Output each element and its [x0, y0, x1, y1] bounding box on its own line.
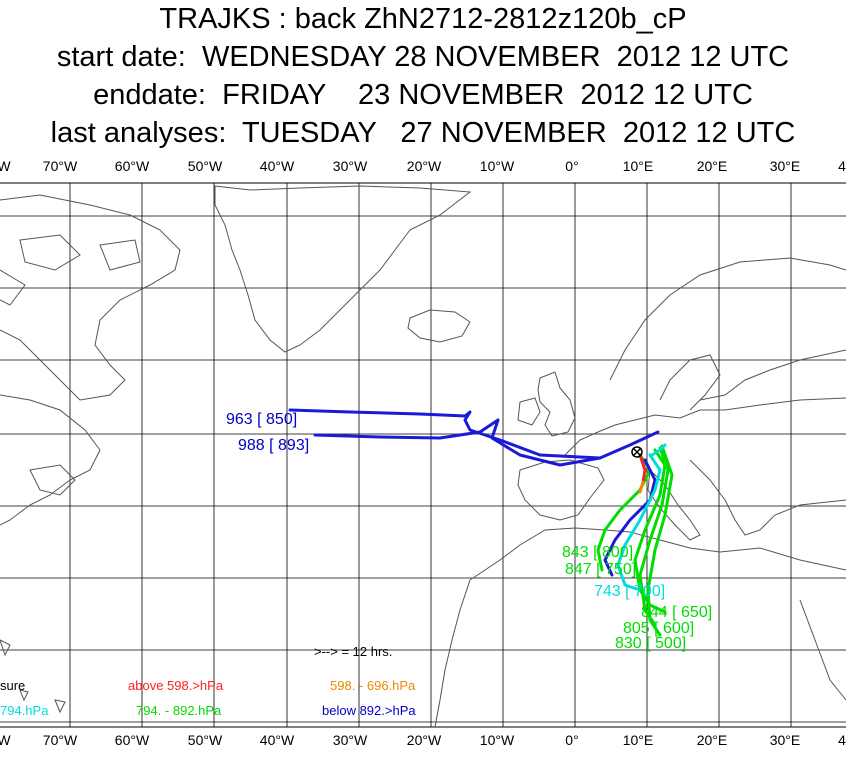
- traj-label-844: 844 [ 650]: [641, 604, 712, 621]
- legend-pressure: sure: [0, 678, 25, 693]
- scandinavia-coast: [609, 257, 846, 411]
- lon-label-bottom-12: 4: [838, 732, 846, 748]
- legend-band-green: 794. - 892.hPa: [136, 703, 222, 718]
- lon-label-bottom-2: 60°W: [115, 732, 150, 748]
- lon-label-bottom-7: 10°W: [480, 732, 515, 748]
- trajectory-cyan-segment: [650, 443, 667, 457]
- west-africa-coast: [434, 579, 471, 728]
- trajectory-above-segment: [638, 453, 647, 484]
- lon-label-top-6: 20°W: [407, 158, 442, 174]
- lon-label-bottom-5: 30°W: [333, 732, 368, 748]
- ireland-coast: [517, 397, 541, 426]
- traj-label-843: 843 [ 800]: [562, 544, 633, 561]
- lat-lon-grid: [0, 183, 846, 727]
- trajectory-labels: 963 [ 850] 988 [ 893] 843 [ 800] 847 [ 7…: [226, 411, 712, 652]
- baffin-coast: [0, 194, 181, 401]
- britain-coast: [537, 371, 576, 437]
- lon-label-top-0: W: [0, 158, 11, 174]
- trajectory-743: [616, 453, 662, 592]
- legend-below: below 892.>hPa: [322, 703, 416, 718]
- lon-label-top-9: 10°E: [623, 158, 654, 174]
- lon-label-bottom-4: 40°W: [260, 732, 295, 748]
- north-africa-coast: [469, 527, 846, 581]
- lon-label-bottom-10: 20°E: [697, 732, 728, 748]
- labrador-coast: [0, 394, 101, 526]
- greenland-coast: [214, 185, 472, 353]
- lon-label-top-3: 50°W: [188, 158, 223, 174]
- lon-label-bottom-1: 70°W: [43, 732, 78, 748]
- atlantic-islands: [0, 639, 66, 714]
- title-line-4: last analyses: TUESDAY 27 NOVEMBER 2012 …: [50, 117, 796, 149]
- lon-label-top-8: 0°: [565, 158, 578, 174]
- traj-label-963: 963 [ 850]: [226, 411, 297, 428]
- lon-label-top-2: 60°W: [115, 158, 150, 174]
- traj-label-847: 847 [ 750]: [565, 561, 636, 578]
- title-line-3: enddate: FRIDAY 23 NOVEMBER 2012 12 UTC: [93, 79, 753, 111]
- lon-label-top-5: 30°W: [333, 158, 368, 174]
- trajectory-963: [288, 408, 660, 460]
- legend-band-orange: 598. - 696.hPa: [330, 678, 416, 693]
- lon-label-top-7: 10°W: [480, 158, 515, 174]
- lon-label-bottom-3: 50°W: [188, 732, 223, 748]
- lon-label-bottom-6: 20°W: [407, 732, 442, 748]
- coastlines: [0, 185, 846, 728]
- arctic-islands: [0, 234, 141, 306]
- legend-band-cyan: 794.hPa: [0, 703, 49, 718]
- trajectory-805: [638, 446, 670, 627]
- baltic-coast: [699, 349, 846, 401]
- title-line-2: start date: WEDNESDAY 28 NOVEMBER 2012 1…: [56, 41, 790, 73]
- trajectory-988: [313, 418, 602, 467]
- lon-labels-bottom: W 70°W 60°W 50°W 40°W 30°W 20°W 10°W 0° 10°E 20°E 3…: [0, 732, 846, 748]
- lon-label-top-4: 40°W: [260, 158, 295, 174]
- lon-label-bottom-9: 10°E: [623, 732, 654, 748]
- traj-label-743: 743 [ 700]: [594, 583, 665, 600]
- iceland-coast: [407, 309, 471, 343]
- lon-label-top-12: 4: [838, 158, 846, 174]
- italy-coast: [647, 468, 701, 541]
- legend-above: above 598.>hPa: [128, 678, 224, 693]
- lon-label-bottom-11: 30°E: [770, 732, 801, 748]
- legend-arrow-note: >--> = 12 hrs.: [314, 644, 392, 659]
- traj-label-830: 830 [ 500]: [615, 635, 686, 652]
- arabia-coast: [799, 599, 846, 701]
- lon-label-bottom-0: W: [0, 732, 11, 748]
- title-block: TRAJKS : back ZhN2712-2812z120b_cP start…: [0, 0, 846, 152]
- lon-label-bottom-8: 0°: [565, 732, 578, 748]
- lon-label-top-1: 70°W: [43, 158, 78, 174]
- trajectory-830: [646, 444, 674, 637]
- traj-label-805: 805 [ 600]: [623, 620, 694, 637]
- trajectory-orange-segment: [638, 480, 645, 494]
- balkans-coast: [689, 459, 846, 536]
- title-line-1: TRAJKS : back ZhN2712-2812z120b_cP: [159, 3, 687, 35]
- lon-label-top-11: 30°E: [770, 158, 801, 174]
- legend: >--> = 12 hrs. sure above 598.>hPa 598. …: [0, 644, 416, 718]
- europe-coast: [564, 397, 846, 456]
- newfoundland-coast: [29, 464, 76, 496]
- start-point-marker: [631, 446, 643, 458]
- iberia-coast: [517, 459, 605, 521]
- lon-label-top-10: 20°E: [697, 158, 728, 174]
- lon-labels-top: W 70°W 60°W 50°W 40°W 30°W 20°W 10°W 0° 10°E 20°E 3…: [0, 158, 846, 174]
- traj-label-988: 988 [ 893]: [238, 437, 309, 454]
- trajectories: [288, 408, 674, 637]
- trajectory-847: [603, 458, 657, 577]
- map-frame: [0, 182, 846, 728]
